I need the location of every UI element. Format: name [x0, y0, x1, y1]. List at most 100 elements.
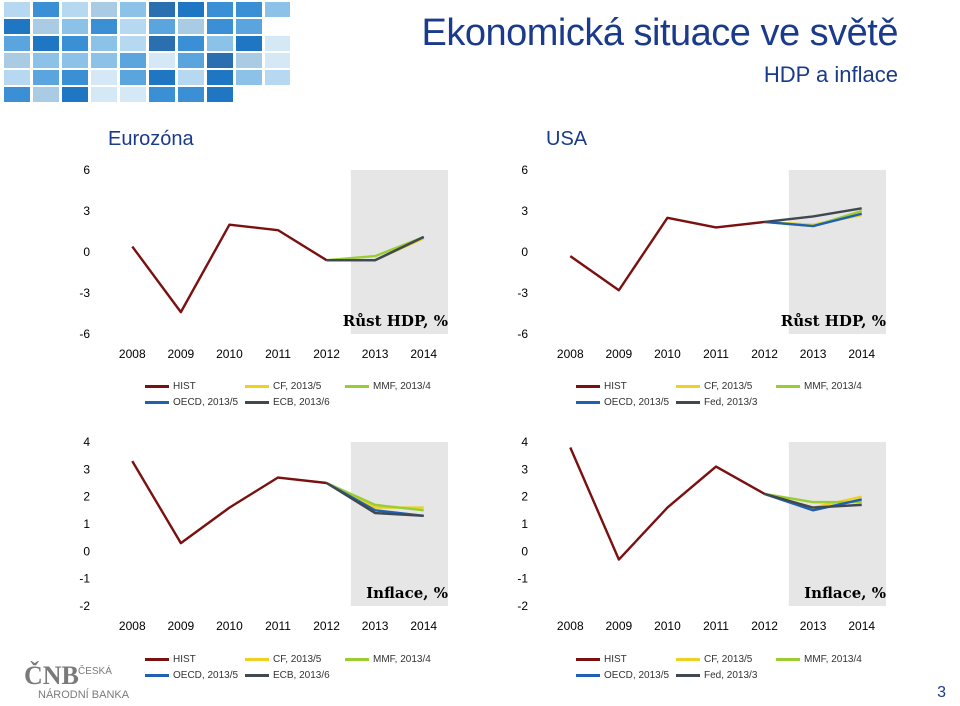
legend-swatch: [245, 400, 269, 404]
legend-swatch: [676, 384, 700, 388]
mosaic-tile: [91, 2, 117, 17]
y-tick-label: 1: [521, 517, 528, 531]
mosaic-tile: [265, 36, 290, 51]
series-line-fed: [764, 492, 862, 509]
y-tick-label: 6: [521, 163, 528, 177]
mosaic-tile: [207, 53, 233, 68]
chart-title: Inflace, %: [366, 584, 448, 602]
y-tick-label: 3: [83, 462, 90, 476]
legend-label: HIST: [604, 654, 627, 665]
mosaic-tile: [265, 53, 290, 68]
mosaic-tile: [33, 19, 59, 34]
legend-label: Fed, 2013/3: [704, 670, 758, 681]
mosaic-tile: [33, 87, 59, 102]
legend-item: ECB, 2013/6: [245, 397, 330, 408]
forecast-shade: [788, 170, 886, 334]
x-tick-label: 2014: [410, 347, 437, 361]
y-tick-label: 2: [83, 490, 90, 504]
series-line-fed: [764, 207, 862, 224]
legend-item: CF, 2013/5: [676, 654, 752, 665]
mosaic-tile: [120, 87, 146, 102]
x-tick-label: 2012: [313, 347, 340, 361]
mosaic-tile: [149, 53, 175, 68]
legend-label: OECD, 2013/5: [173, 670, 239, 681]
x-tick-label: 2012: [751, 619, 778, 633]
mosaic-tile: [91, 19, 117, 34]
legend-swatch: [676, 657, 700, 661]
forecast-shade: [788, 442, 886, 606]
x-tick-label: 2011: [703, 347, 729, 361]
mosaic-tile: [120, 53, 146, 68]
legend-item: OECD, 2013/5: [576, 397, 669, 408]
chart-ez-inflation: 4 3 2 1 0 -1 -2 2008 2009 2010 2011 2012 2013 2014 Inf…: [79, 435, 448, 633]
mosaic-tile: [33, 2, 59, 17]
legend-label: OECD, 2013/5: [173, 397, 239, 408]
series-line-hist: [569, 216, 765, 292]
y-tick-label: 0: [83, 245, 90, 259]
legend-swatch: [145, 400, 169, 404]
legend-swatch: [576, 400, 600, 404]
mosaic-tile: [4, 2, 30, 17]
y-tick-label: 2: [521, 490, 528, 504]
mosaic-tile: [4, 53, 30, 68]
x-tick-label: 2011: [265, 619, 291, 633]
x-tick-label: 2008: [557, 347, 584, 361]
mosaic-tile: [236, 53, 262, 68]
mosaic-tile: [178, 19, 204, 34]
chart-title: Růst HDP, %: [781, 312, 886, 330]
mosaic-tile: [207, 2, 233, 17]
legend-item: HIST: [576, 654, 627, 665]
header-mosaic: [4, 2, 290, 102]
legend-swatch: [345, 657, 369, 661]
page-number: 3: [937, 684, 946, 701]
mosaic-tile: [265, 2, 290, 17]
forecast-shade: [350, 170, 448, 334]
mosaic-tile: [207, 19, 233, 34]
series-line-hist: [131, 223, 328, 314]
y-tick-label: -1: [79, 572, 90, 586]
legend-item: Fed, 2013/3: [676, 397, 757, 408]
legend-label: MMF, 2013/4: [373, 381, 431, 392]
mosaic-tile: [62, 19, 88, 34]
series-line-mmf: [326, 481, 424, 512]
x-tick-label: 2010: [216, 347, 243, 361]
mosaic-tile: [149, 87, 175, 102]
x-tick-label: 2008: [119, 347, 146, 361]
legend-label: CF, 2013/5: [704, 381, 753, 392]
legend-item: MMF, 2013/4: [345, 654, 431, 665]
mosaic-tile: [149, 19, 175, 34]
x-tick-label: 2009: [606, 619, 633, 633]
x-tick-label: 2010: [654, 347, 681, 361]
mosaic-tile: [91, 36, 117, 51]
legend-label: Fed, 2013/3: [704, 397, 758, 408]
cnb-logo-line1: ČESKÁ: [78, 664, 112, 677]
region-label-eurozone: Eurozóna: [108, 128, 194, 150]
legend-item: HIST: [145, 654, 196, 665]
cnb-logo: ČNB ČESKÁ NÁRODNÍ BANKA: [24, 661, 130, 701]
mosaic-tile: [62, 36, 88, 51]
series-line-ecb: [325, 481, 424, 517]
mosaic-tile: [91, 53, 117, 68]
mosaic-tile: [4, 19, 30, 34]
x-tick-label: 2011: [265, 347, 291, 361]
chart-ez-gdp: 6 3 0 -3 -6 2008 2009 2010 2011 2012 2013 2014 Růst …: [79, 163, 448, 361]
legend-label: CF, 2013/5: [273, 381, 322, 392]
legend-swatch: [145, 673, 169, 677]
legend-item: Fed, 2013/3: [676, 670, 757, 681]
mosaic-tile: [207, 70, 233, 85]
mosaic-tile: [207, 36, 233, 51]
x-tick-label: 2012: [313, 619, 340, 633]
mosaic-tile: [236, 19, 262, 34]
legend-item: OECD, 2013/5: [145, 670, 238, 681]
mosaic-tile: [4, 87, 30, 102]
y-tick-label: -6: [517, 327, 528, 341]
x-tick-label: 2010: [216, 619, 243, 633]
legend-item: MMF, 2013/4: [776, 654, 862, 665]
legend-swatch: [576, 384, 600, 388]
x-tick-label: 2013: [362, 619, 389, 633]
y-tick-label: -6: [79, 327, 90, 341]
legend-label: ECB, 2013/6: [273, 670, 330, 681]
mosaic-tile: [62, 53, 88, 68]
page-title: Ekonomická situace ve světě: [421, 12, 898, 54]
legend-swatch: [576, 657, 600, 661]
